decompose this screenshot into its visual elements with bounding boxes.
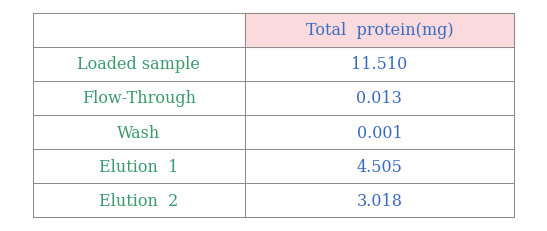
Text: Wash: Wash [117, 124, 160, 141]
Text: 3.018: 3.018 [357, 192, 403, 209]
Text: Total  protein(mg): Total protein(mg) [306, 22, 453, 39]
Text: Flow-Through: Flow-Through [82, 90, 196, 107]
Text: Loaded sample: Loaded sample [77, 56, 200, 73]
Text: Elution  2: Elution 2 [99, 192, 178, 209]
Text: Elution  1: Elution 1 [99, 158, 178, 175]
Text: 4.505: 4.505 [357, 158, 403, 175]
Text: 0.013: 0.013 [357, 90, 403, 107]
Bar [245, 14, 514, 48]
Text: 0.001: 0.001 [357, 124, 402, 141]
Text: 11.510: 11.510 [351, 56, 408, 73]
